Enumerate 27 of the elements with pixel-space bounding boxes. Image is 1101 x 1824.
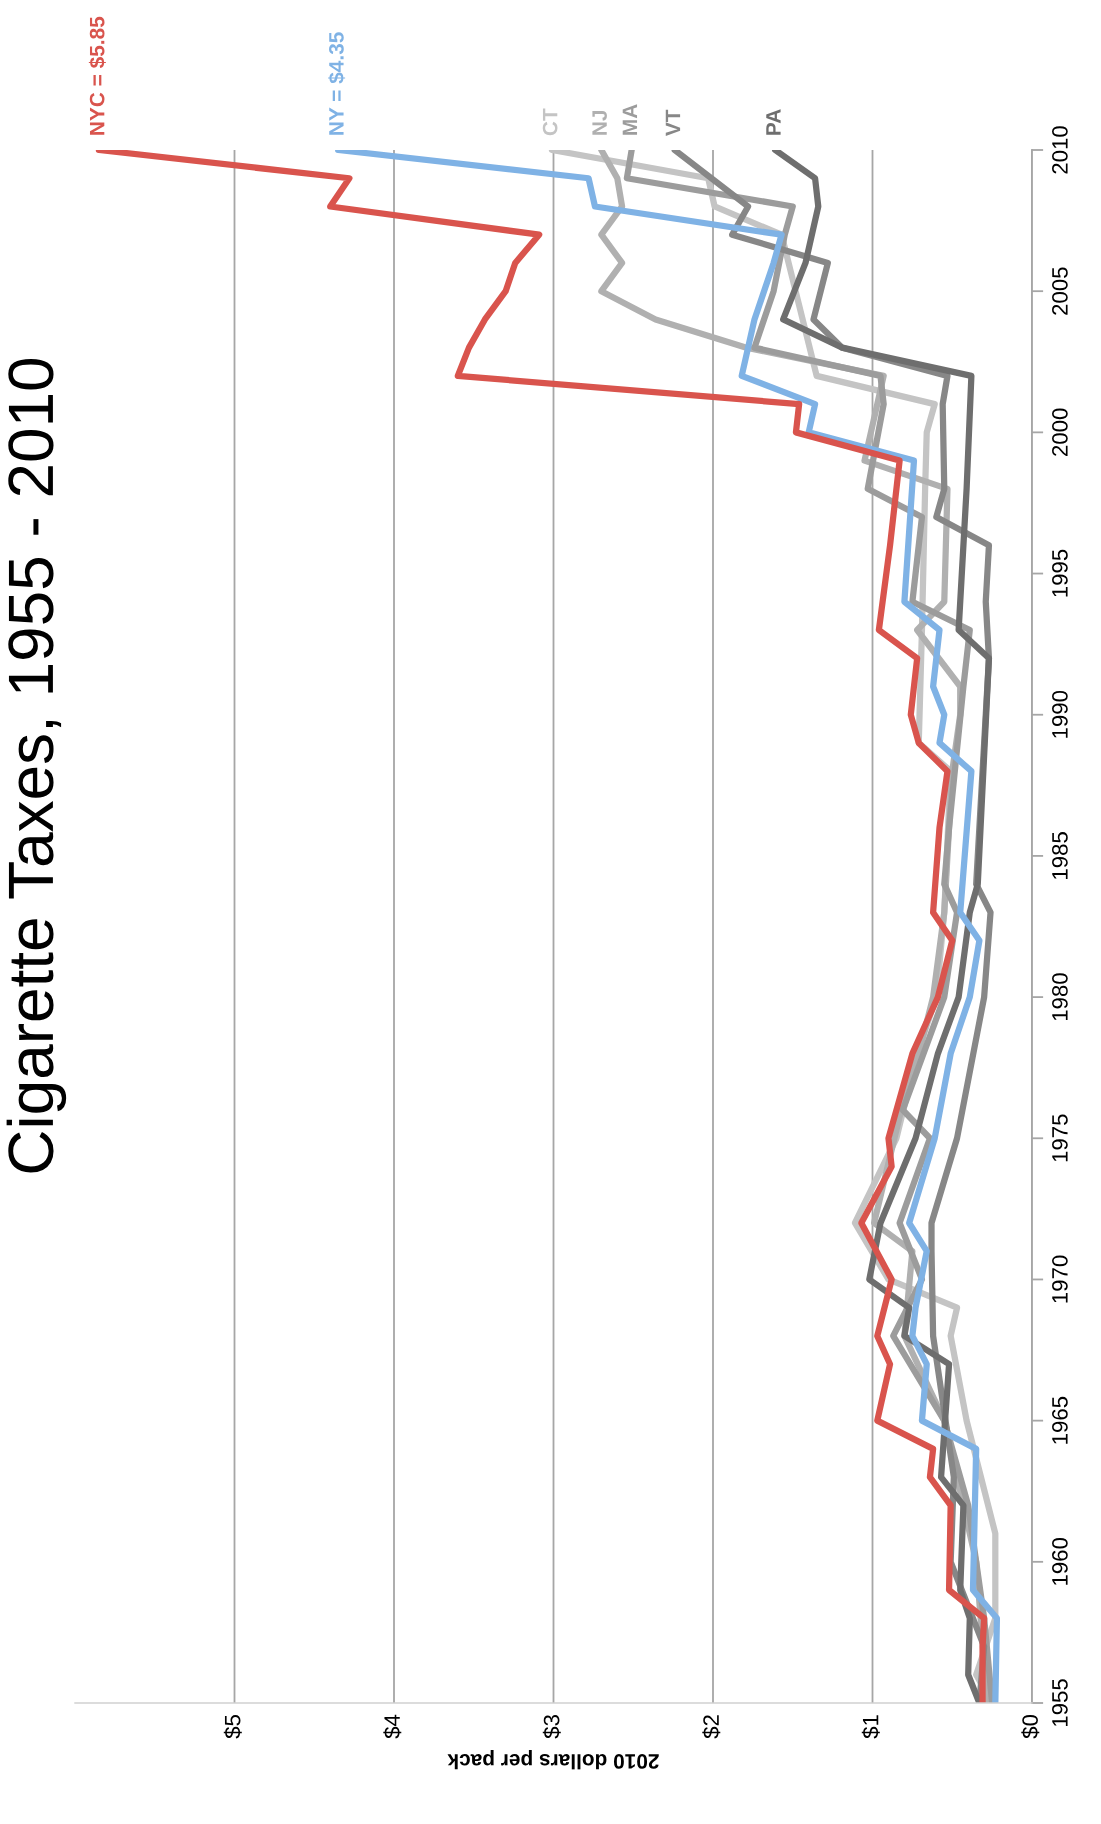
y-tick-label: 1995 xyxy=(1052,549,1068,597)
x-tick-label: $4 xyxy=(383,1714,402,1739)
y-tick-label: 1975 xyxy=(1052,1114,1068,1162)
text: MA xyxy=(622,104,638,135)
text: Cigarette Taxes, 1955 - 2010 xyxy=(6,358,67,1173)
x-tick-label: $0 xyxy=(1021,1714,1040,1739)
text: NJ xyxy=(592,110,607,135)
x-tick-label: $2 xyxy=(702,1715,721,1739)
text: NYC = $5.85 xyxy=(88,16,106,135)
text: NY = $4.35 xyxy=(328,32,346,135)
y-tick-label: 1990 xyxy=(1052,690,1068,738)
y-tick-label: 2005 xyxy=(1052,267,1068,315)
y-tick-label: 1955 xyxy=(1052,1679,1068,1727)
x-tick-label: $1 xyxy=(861,1715,880,1739)
x-tick-label: $3 xyxy=(542,1715,561,1739)
y-tick-label: 2000 xyxy=(1052,408,1068,456)
y-tick-label: 1980 xyxy=(1052,973,1068,1021)
y-tick-label: 1970 xyxy=(1052,1255,1068,1303)
y-tick-label: 2010 xyxy=(1052,126,1068,174)
x-tick-label: $5 xyxy=(223,1715,242,1739)
text: VT xyxy=(665,109,681,136)
y-tick-label: 1965 xyxy=(1052,1396,1068,1444)
y-tick-label: 1985 xyxy=(1052,832,1068,879)
text: PA xyxy=(766,109,781,135)
y-tick-label: 1960 xyxy=(1052,1537,1068,1585)
text: CT xyxy=(542,108,558,136)
x-axis-title: 2010 dollars per pack xyxy=(447,1749,659,1770)
